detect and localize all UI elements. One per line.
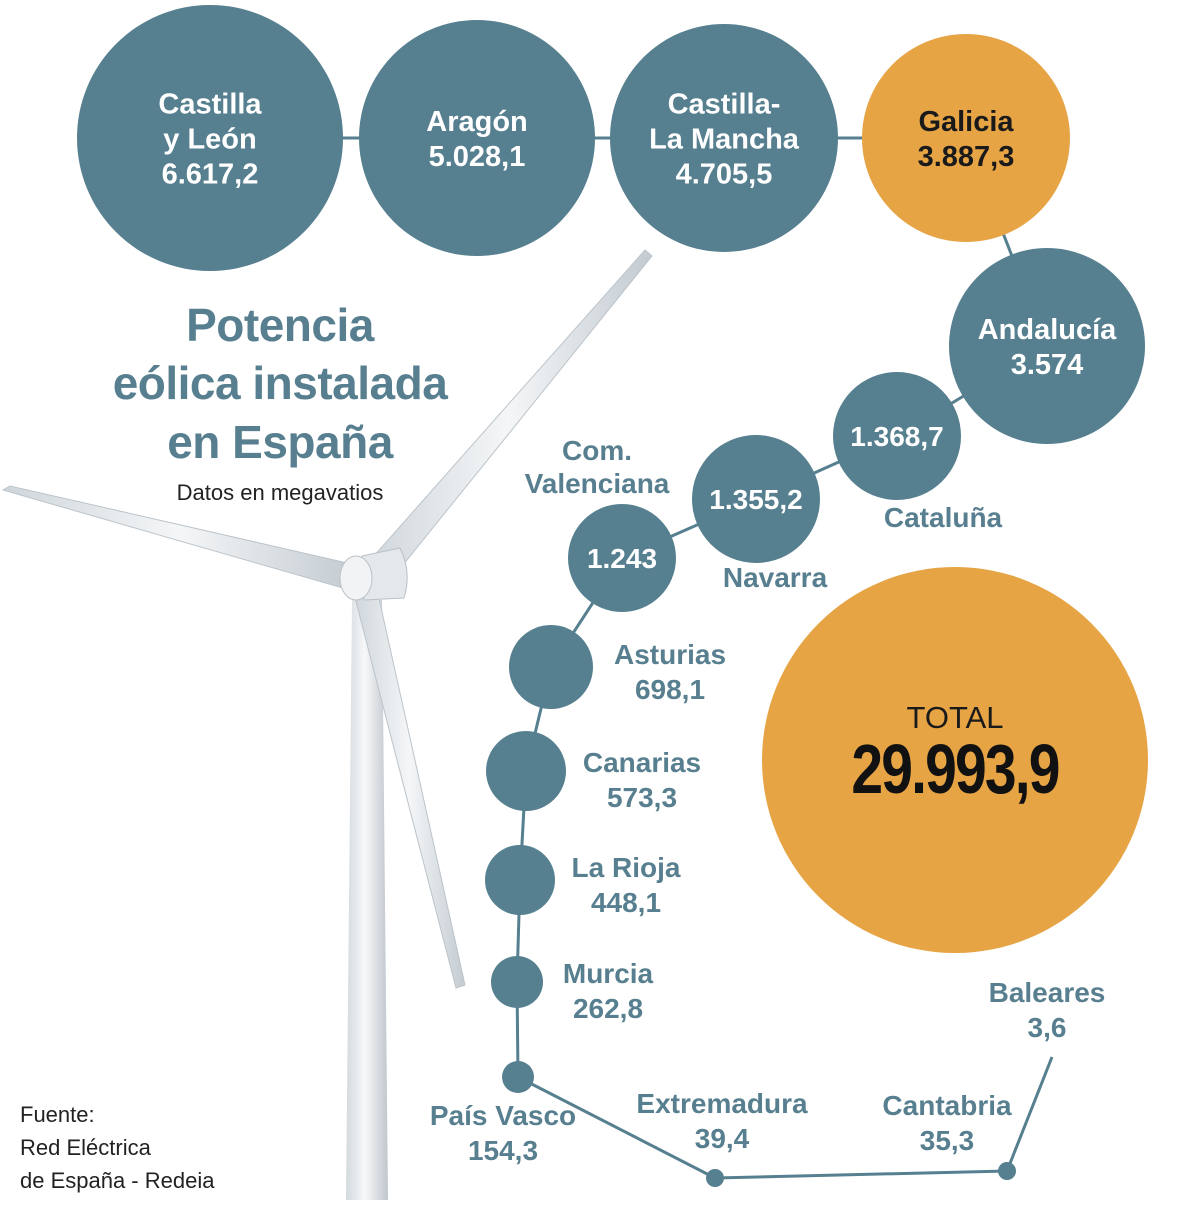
region-label-baleares: 3,6 bbox=[1028, 1012, 1067, 1043]
connector-line bbox=[714, 1169, 1008, 1180]
bubble-navarra bbox=[692, 435, 820, 563]
bubble-pais-vasco bbox=[502, 1061, 534, 1093]
bubble-galicia bbox=[862, 34, 1070, 242]
region-label-murcia: Murcia bbox=[563, 958, 654, 989]
bubble-label-galicia: 3.887,3 bbox=[918, 141, 1015, 173]
region-label-asturias: Asturias bbox=[614, 639, 726, 670]
region-label-murcia: 262,8 bbox=[573, 993, 643, 1024]
bubble-castilla-la-mancha bbox=[610, 24, 838, 252]
region-name-com-valenciana: Com. bbox=[562, 435, 632, 466]
bubble-label-aragon: Aragón bbox=[426, 106, 528, 138]
bubble-cataluna bbox=[833, 372, 961, 500]
bubble-canarias bbox=[486, 731, 566, 811]
region-name-com-valenciana: Valenciana bbox=[525, 468, 670, 499]
region-name-navarra: Navarra bbox=[723, 562, 828, 593]
chart-subtitle: Datos en megavatios bbox=[176, 480, 384, 505]
region-label-asturias: 698,1 bbox=[635, 674, 705, 705]
bubble-value-navarra: 1.355,2 bbox=[709, 484, 802, 515]
bubble-murcia bbox=[491, 956, 543, 1008]
region-label-cantabria: Cantabria bbox=[882, 1090, 1012, 1121]
bubble-la-rioja bbox=[485, 845, 555, 915]
bubble-label-andalucia: 3.574 bbox=[1011, 349, 1084, 381]
bubble-cantabria bbox=[998, 1162, 1016, 1180]
total-circle bbox=[762, 567, 1148, 953]
connector-line bbox=[1005, 1056, 1054, 1172]
region-label-pais-vasco: País Vasco bbox=[430, 1100, 576, 1131]
title-line-3: en España bbox=[167, 415, 393, 468]
total-bubble: TOTAL 29.993,9 bbox=[762, 567, 1148, 953]
source-line-1: Fuente: bbox=[20, 1102, 95, 1127]
bubble-aragon bbox=[359, 20, 595, 256]
region-label-canarias: Canarias bbox=[583, 747, 701, 778]
bubble-label-castilla-la-mancha: 4.705,5 bbox=[676, 158, 773, 190]
bubble-value-com-valenciana: 1.243 bbox=[587, 543, 657, 574]
region-label-extremadura: Extremadura bbox=[636, 1088, 808, 1119]
region-label-pais-vasco: 154,3 bbox=[468, 1135, 538, 1166]
region-label-extremadura: 39,4 bbox=[695, 1123, 750, 1154]
bubble-label-castilla-y-leon: Castilla bbox=[158, 88, 262, 120]
bubble-label-castilla-la-mancha: Castilla- bbox=[668, 88, 781, 120]
bubble-value-cataluna: 1.368,7 bbox=[850, 421, 943, 452]
bubble-com-valenciana bbox=[568, 504, 676, 612]
bubble-asturias bbox=[509, 625, 593, 709]
region-name-cataluna: Cataluña bbox=[884, 502, 1003, 533]
title-line-1: Potencia bbox=[186, 299, 374, 351]
bubble-label-castilla-la-mancha: La Mancha bbox=[649, 123, 800, 155]
region-label-la-rioja: La Rioja bbox=[572, 852, 681, 883]
bubble-labels: Cataluña Navarra Com.Valenciana Asturias 698… bbox=[430, 435, 1106, 1166]
bubble-label-galicia: Galicia bbox=[918, 106, 1014, 138]
bubble-label-aragon: 5.028,1 bbox=[429, 141, 526, 173]
source-line-2: Red Eléctrica bbox=[20, 1135, 151, 1160]
chart-title: Potencia eólica instalada en España bbox=[60, 296, 500, 471]
bubble-label-castilla-y-leon: y León bbox=[163, 123, 256, 155]
connector-line bbox=[517, 1075, 716, 1180]
bubble-extremadura bbox=[706, 1169, 724, 1187]
region-label-la-rioja: 448,1 bbox=[591, 887, 661, 918]
bubble-label-andalucia: Andalucía bbox=[978, 314, 1117, 346]
title-line-2: eólica instalada bbox=[112, 357, 448, 410]
region-label-canarias: 573,3 bbox=[607, 782, 677, 813]
total-value: 29.993,9 bbox=[851, 731, 1058, 809]
region-label-cantabria: 35,3 bbox=[920, 1125, 975, 1156]
region-label-baleares: Baleares bbox=[989, 977, 1106, 1008]
bubble-label-castilla-y-leon: 6.617,2 bbox=[162, 158, 259, 190]
bubble-castilla-y-leon bbox=[77, 5, 343, 271]
bubble-andalucia bbox=[949, 248, 1145, 444]
source-line-3: de España - Redeia bbox=[20, 1168, 215, 1193]
total-label: TOTAL bbox=[906, 700, 1003, 735]
wind-turbine-illustration bbox=[1, 249, 653, 1200]
source-note: Fuente: Red Eléctrica de España - Redeia bbox=[20, 1098, 214, 1197]
